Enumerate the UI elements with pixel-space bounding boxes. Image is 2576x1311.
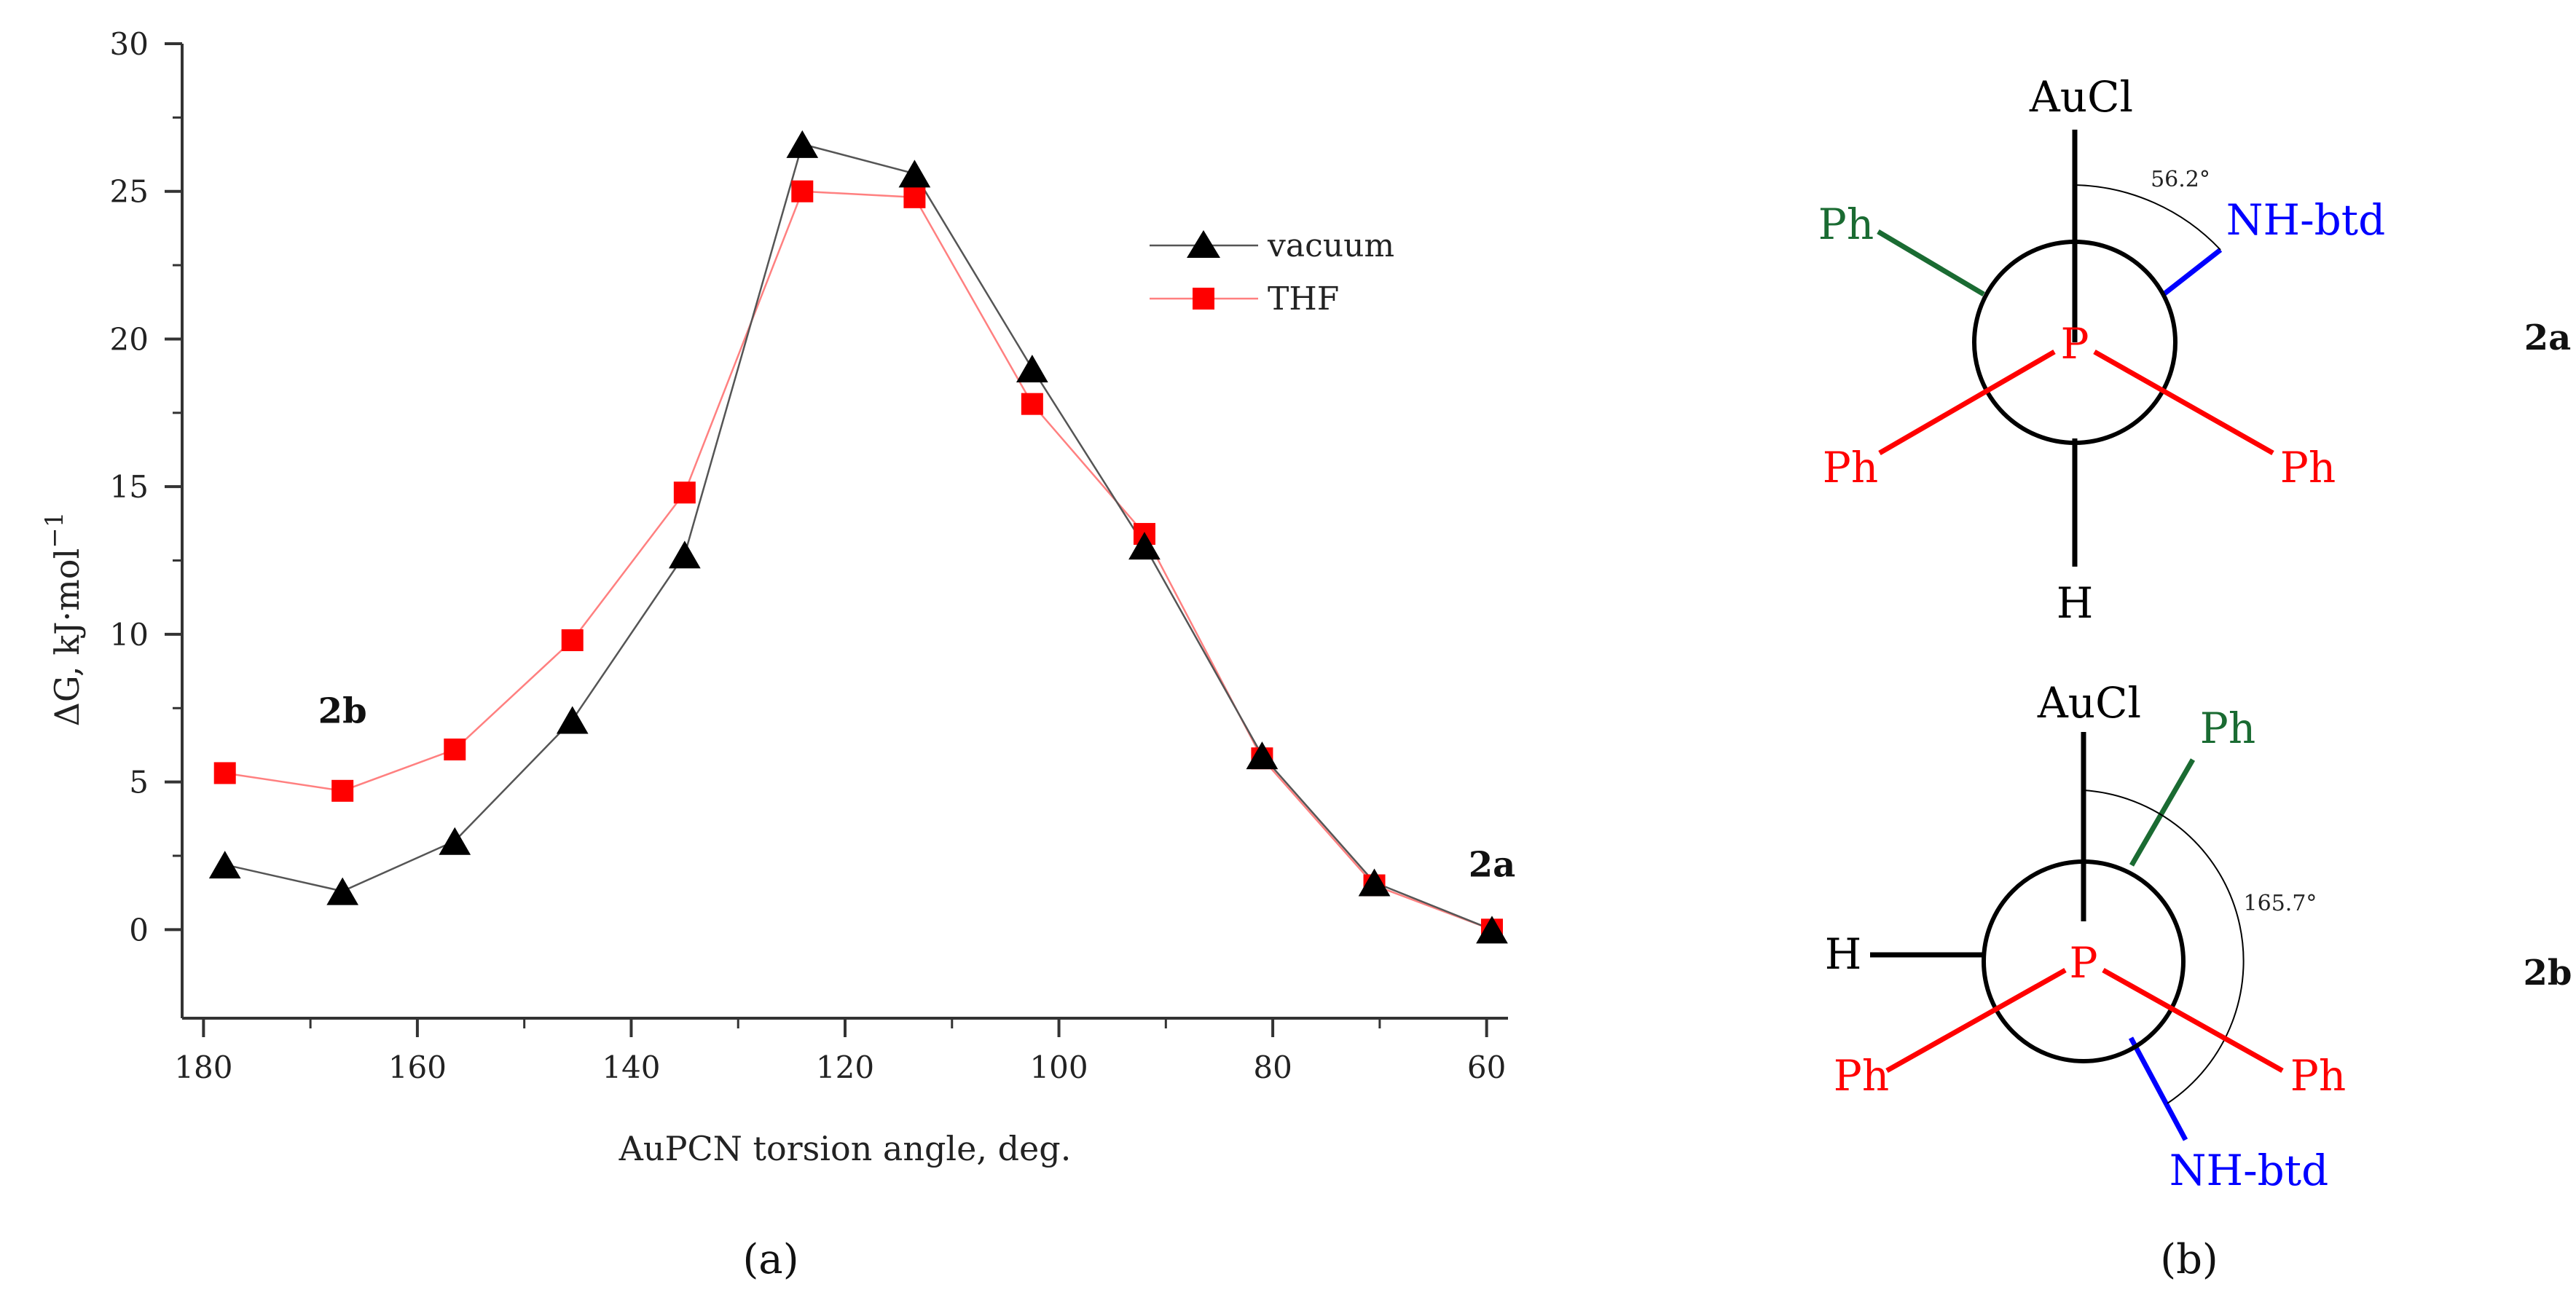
bond-nh-btd [2128,1036,2188,1141]
newman-projection-2b: AuCl Ph 165.7° H P Ph Ph NH-btd 2b [1825,678,2572,1195]
rear-carbon-circle [1982,859,2186,1063]
bond-ph-green [1877,229,1985,297]
y-axis-label: ΔG, kJ·mol−1 [40,512,87,727]
x-ticks: 180 160 140 120 100 80 60 [174,1018,1506,1085]
point-thf [444,739,466,761]
point-thf [791,180,814,202]
rear-carbon-circle [1972,240,2178,445]
label-aucl: AuCl [2029,72,2133,122]
annotation-2b: 2b [318,691,367,732]
point-vacuum [556,706,589,734]
label-angle-2b: 165.7° [2244,891,2317,916]
label-ph-green: Ph [2200,704,2255,753]
x-tick-label: 140 [602,1050,660,1085]
compound-label-2a: 2a [2524,318,2572,358]
label-ph-green: Ph [1818,200,1874,249]
point-thf [1021,393,1043,415]
x-tick-label: 180 [174,1050,232,1085]
label-ph-right: Ph [2290,1051,2346,1101]
y-axis-label-main: ΔG, kJ·mol [47,548,87,727]
bond-ph-right [2093,349,2274,456]
y-tick-label: 5 [129,765,149,800]
point-thf [213,762,236,784]
legend-label-vacuum: vacuum [1267,227,1394,264]
label-ph-left: Ph [1823,443,1878,492]
series-line-vacuum [224,143,1493,931]
y-tick-label: 10 [110,617,149,653]
x-tick-label: 100 [1029,1050,1088,1085]
point-thf [903,186,926,208]
point-vacuum [439,827,471,855]
point-vacuum [1476,916,1508,944]
point-vacuum [1016,355,1048,382]
point-vacuum [668,540,701,569]
legend-marker-vacuum [1187,230,1220,258]
x-tick-label: 160 [388,1050,447,1085]
point-thf [331,779,354,802]
bond-ph-right [2102,967,2284,1074]
angle-arc-2a [2074,184,2221,251]
y-axis-label-sup: −1 [40,512,69,548]
y-tick-label: 15 [110,469,149,505]
bond-nh-btd [2161,248,2223,296]
x-axis-label: AuPCN torsion angle, deg. [619,1129,1072,1168]
point-thf [561,629,584,652]
label-ph-left: Ph [1834,1051,1889,1101]
label-aucl: AuCl [2037,678,2141,728]
point-vacuum [208,851,241,879]
y-tick-label: 25 [110,174,149,210]
point-thf [673,481,696,504]
panel-label-b: (b) [2160,1236,2218,1283]
bond-ph-green [2129,758,2196,867]
newman-projection-2a: AuCl Ph NH-btd 56.2° P Ph Ph H 2a [1818,72,2571,628]
legend-label-thf: THF [1268,280,1339,318]
label-p: P [2069,938,2097,988]
compound-label-2b: 2b [2524,953,2572,993]
y-tick-label: 0 [129,912,149,948]
annotations: 2b 2a [318,691,1516,886]
label-angle-2a: 56.2° [2151,167,2210,192]
series-line-thf [224,190,1493,931]
angle-arc-2b [2083,790,2245,1104]
point-vacuum [326,877,359,905]
label-h: H [2057,578,2094,628]
point-vacuum [1128,532,1161,560]
label-nh-btd: NH-btd [2226,195,2386,245]
label-ph-right: Ph [2280,443,2336,492]
legend-marker-thf [1193,288,1214,310]
bond-ph-left [1885,967,2067,1074]
y-ticks: 0 5 10 15 20 25 30 [110,26,182,948]
x-tick-label: 120 [816,1050,874,1085]
x-tick-label: 60 [1467,1050,1506,1085]
annotation-2a: 2a [1469,844,1516,885]
energy-profile-chart: 0 5 10 15 20 25 30 180 160 140 120 100 80 60 2b 2a ΔG… [40,26,1515,1168]
label-nh-btd: NH-btd [2169,1146,2329,1195]
x-tick-label: 80 [1253,1050,1292,1085]
y-tick-label: 30 [110,26,149,62]
label-h: H [1825,929,1862,979]
point-vacuum [1358,868,1391,897]
label-p: P [2060,319,2089,369]
point-vacuum [1246,741,1279,770]
bond-ph-left [1878,349,2056,456]
panel-label-a: (a) [742,1236,798,1283]
point-vacuum [898,160,931,188]
series-layer [208,130,1508,944]
legend: vacuum THF [1150,227,1394,318]
y-tick-label: 20 [110,321,149,357]
point-vacuum [786,130,819,158]
